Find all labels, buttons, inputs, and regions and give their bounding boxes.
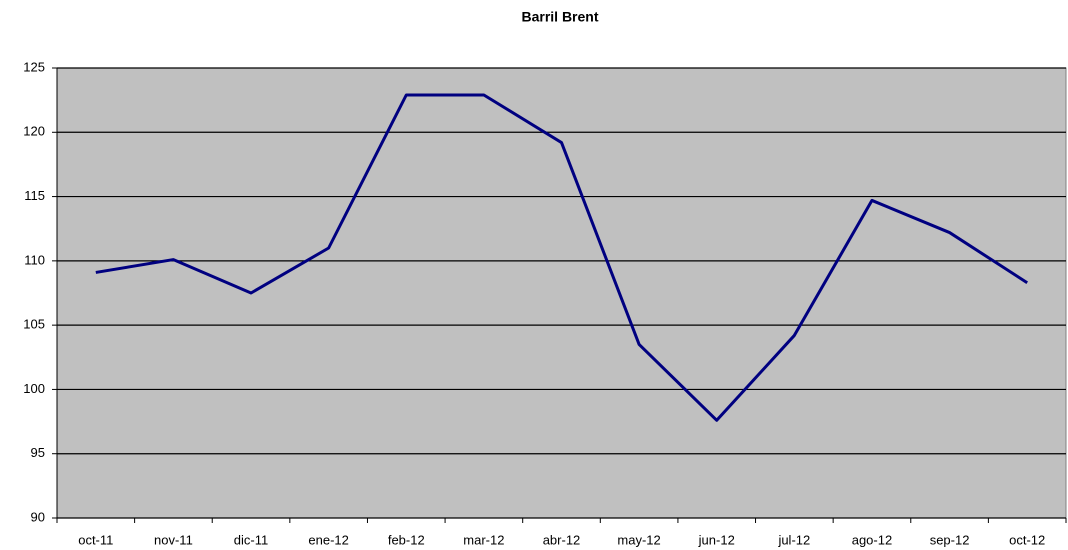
x-tick-label: jul-12	[777, 532, 810, 547]
y-tick-label: 110	[24, 252, 45, 267]
x-tick-label: jun-12	[698, 532, 735, 547]
y-tick-label: 115	[24, 188, 45, 203]
x-tick-label: oct-12	[1009, 532, 1045, 547]
x-tick-label: mar-12	[463, 532, 504, 547]
x-tick-label: may-12	[617, 532, 660, 547]
plot-area	[56, 67, 1067, 519]
y-tick-label: 120	[23, 124, 45, 139]
x-tick-label: dic-11	[234, 532, 268, 547]
y-tick-label: 105	[23, 317, 45, 332]
x-tick-label: nov-11	[154, 532, 193, 547]
y-tick-label: 125	[23, 59, 45, 74]
x-tick-label: ene-12	[308, 532, 348, 547]
x-tick-label: oct-11	[78, 532, 113, 547]
x-tick-label: abr-12	[543, 532, 581, 547]
x-tick-label: sep-12	[930, 532, 970, 547]
y-tick-label: 90	[31, 509, 45, 524]
y-tick-label: 100	[23, 381, 45, 396]
y-tick-label: 95	[31, 445, 45, 460]
x-tick-label: feb-12	[388, 532, 425, 547]
x-tick-label: ago-12	[852, 532, 892, 547]
series-line	[95, 93, 1029, 422]
chart-title: Barril Brent	[521, 9, 598, 25]
